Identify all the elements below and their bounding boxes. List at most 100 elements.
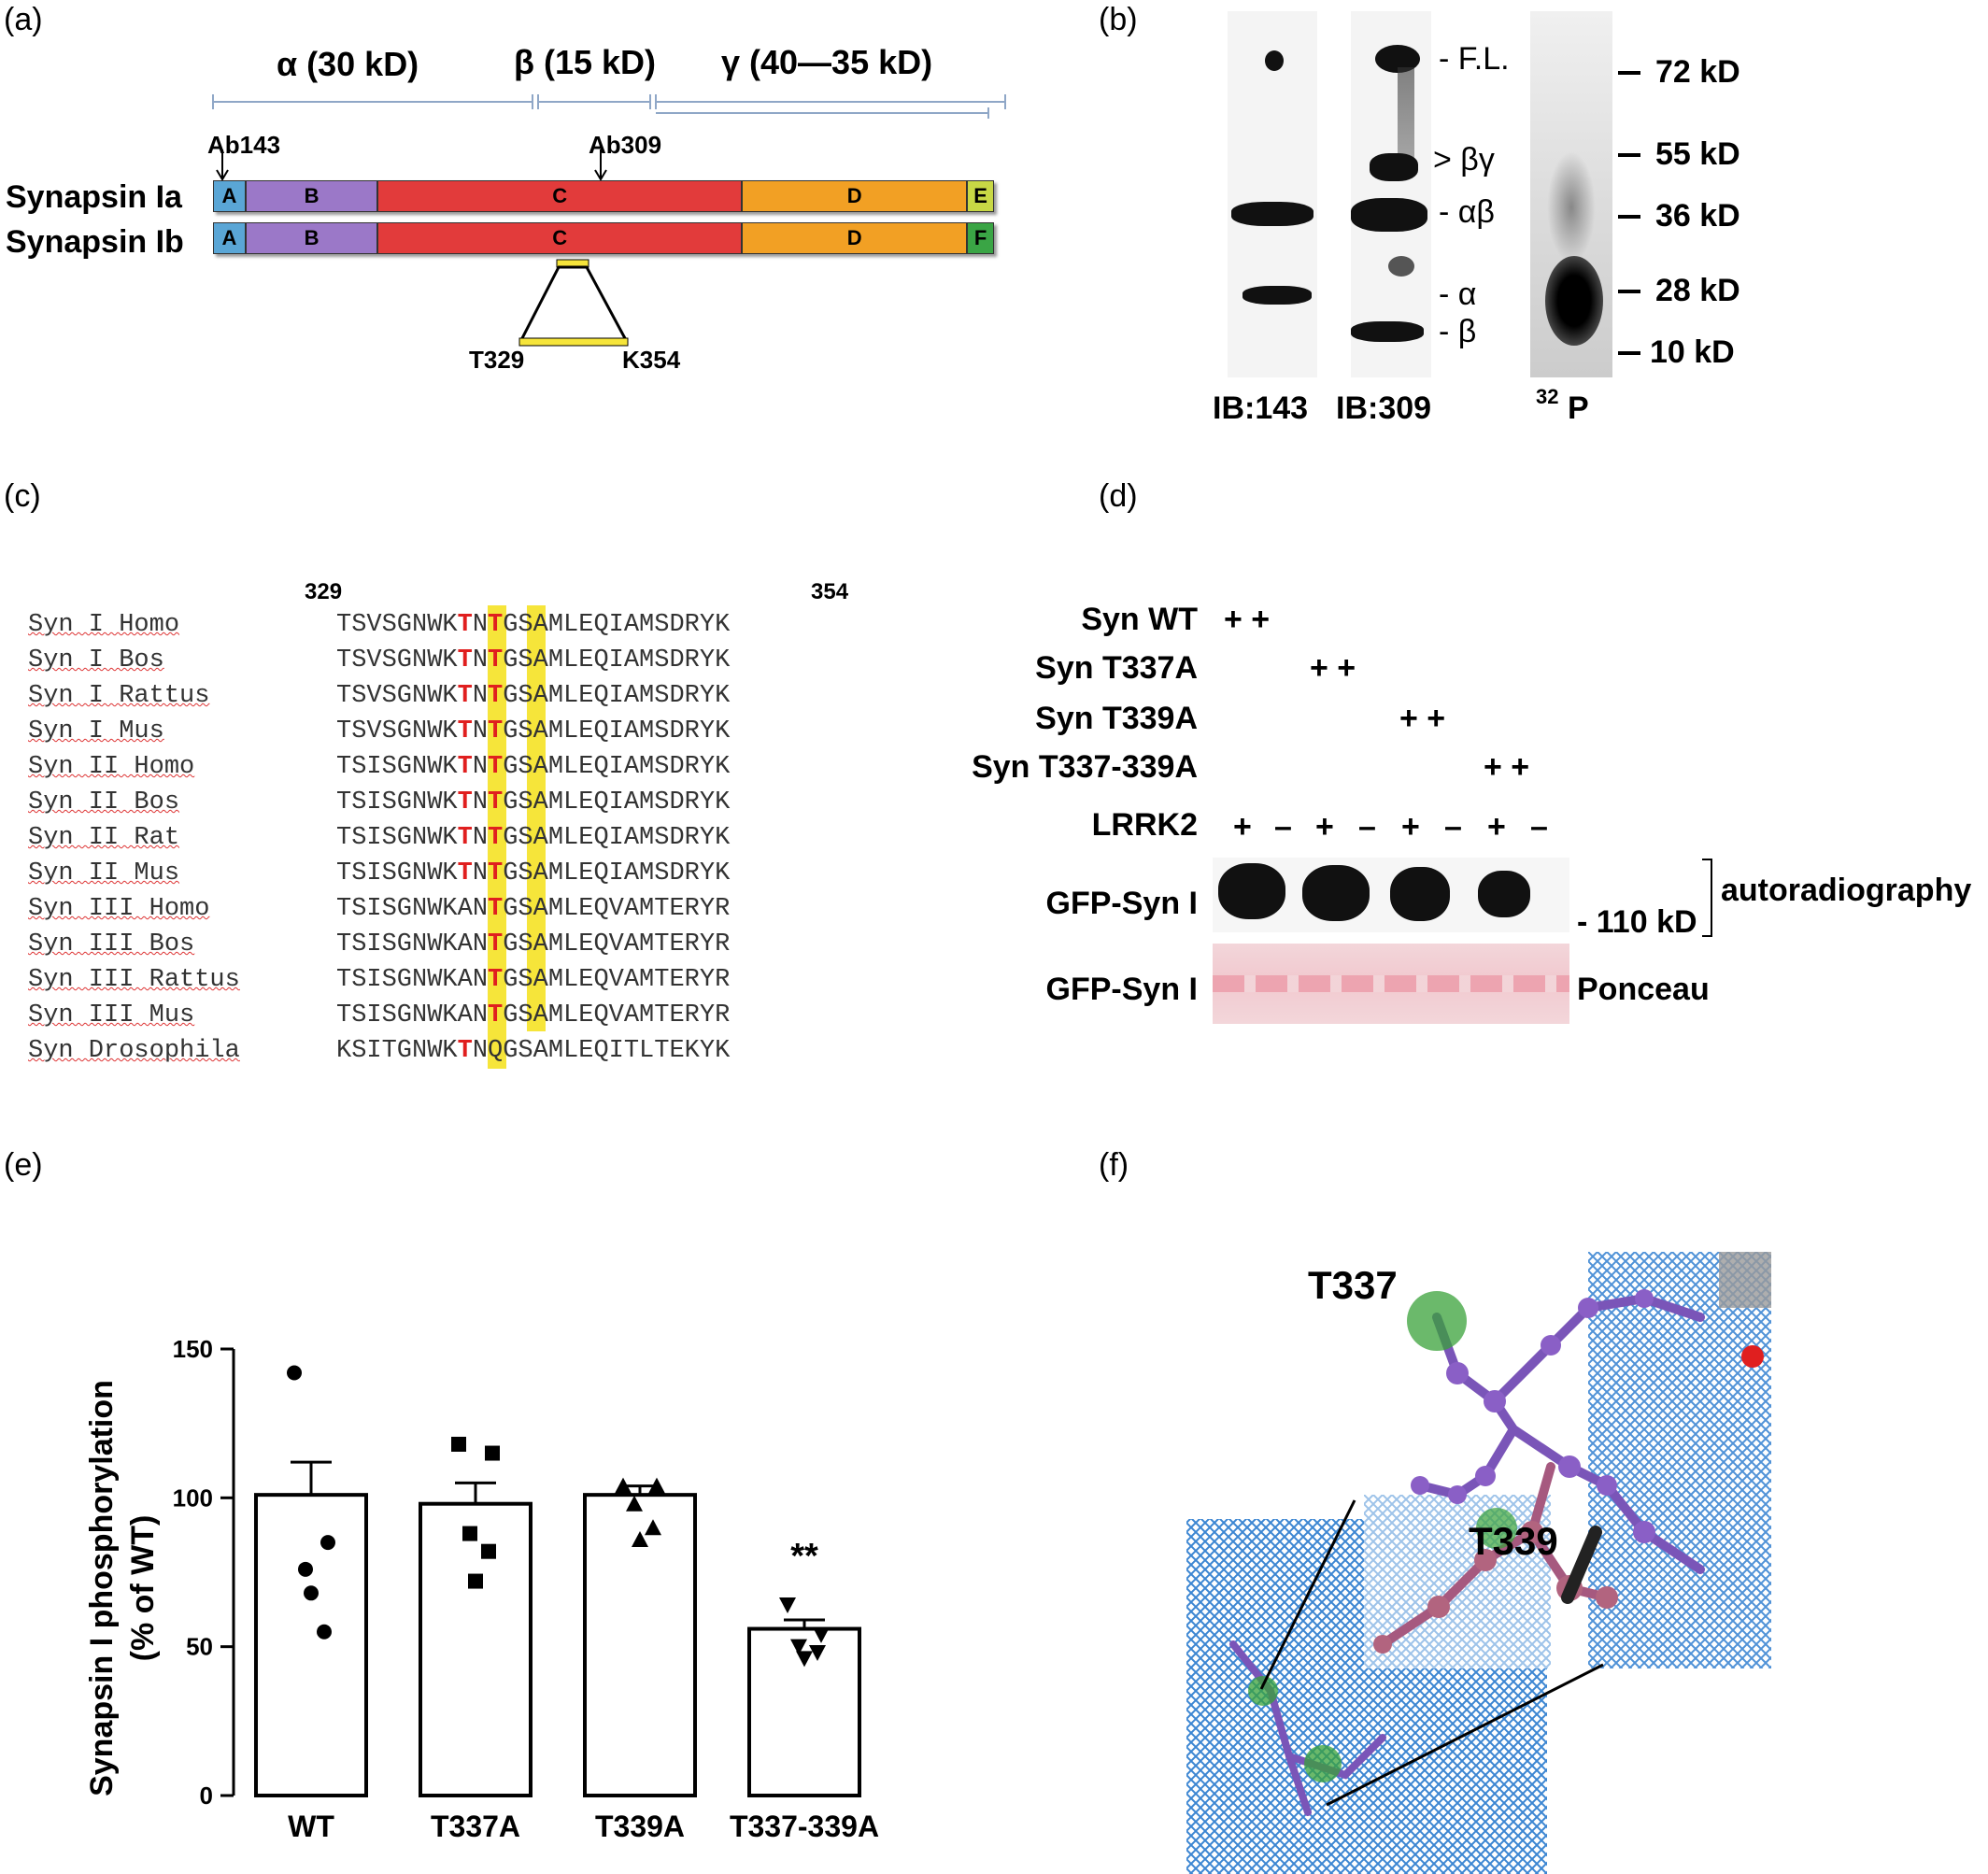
y-tick-label: 50 [186,1633,213,1661]
sequence-suffix: GSAMLEQIAMSDRYK [503,753,731,781]
residue-337: T [457,824,473,852]
alignment-row: Syn Drosophila KSITGNWKTNQGSAMLEQITLTEKYK [28,1037,730,1065]
band-b-309 [1351,321,1424,342]
band-label-ab: - αβ [1439,194,1495,230]
marker-28: 28 kD [1655,273,1740,308]
species-name: Syn III Bos [28,930,195,958]
y-axis-label: Synapsin I phosphorylation [84,1380,120,1796]
domain-a-ib: A [213,222,246,254]
alignment-row: Syn I Mus TSVSGNWKTNTGSAMLEQIAMSDRYK [28,717,730,745]
marker-10: 10 kD [1650,334,1735,370]
marker-72: 72 kD [1655,54,1740,90]
residue-339: T [488,717,504,745]
sequence-prefix: TSISGNWK [336,824,458,852]
band-32p [1545,256,1603,346]
panel-label-a: (a) [4,2,43,37]
residue-337: A [457,966,473,994]
data-point [648,1477,665,1494]
residue-339: T [488,646,504,674]
residue-339: T [488,824,504,852]
sequence-suffix: GSAMLEQITLTEKYK [503,1037,731,1065]
molecular-structure [1186,1252,1771,1874]
domain-d-ib: D [742,222,968,254]
sequence-suffix: GSAMLEQVAMTERYR [503,930,731,958]
marker-55: 55 kD [1655,136,1740,172]
species-name: Syn II Rat [28,824,180,852]
sequence-prefix: TSVSGNWK [336,646,458,674]
blot-32p [1530,11,1612,377]
data-point [632,1530,648,1547]
sequence-suffix: GSAMLEQIAMSDRYK [503,717,731,745]
alignment-row: Syn I Bos TSVSGNWKTNTGSAMLEQIAMSDRYK [28,646,730,674]
sequence-prefix: TSVSGNWK [336,611,458,639]
alignment-row: Syn III Rattus TSISGNWKANTGSAMLEQVAMTERYR [28,966,730,994]
lrrk2-sign-6: – [1444,809,1462,845]
data-point [796,1651,813,1668]
data-point [809,1645,826,1662]
residue-337: T [457,788,473,816]
ab143-label: Ab143 [207,131,281,159]
blot-label-gfp-syn-1: GFP-Syn I [1045,886,1198,921]
sequence-prefix: TSISGNWK [336,788,458,816]
band-a-143 [1242,286,1312,305]
plus-t337-339a: + + [1484,749,1530,785]
species-name: Syn Drosophila [28,1037,240,1065]
residue-337: A [457,1001,473,1029]
residue-337: T [457,859,473,887]
residue-339: T [488,788,504,816]
data-point [317,1624,332,1640]
domain-a-ia: A [213,180,246,212]
residue-339: T [488,682,504,710]
ponceau-blot [1213,944,1569,1024]
y-tick-label: 100 [173,1484,213,1512]
residue-337: T [457,611,473,639]
sequence-suffix: GSAMLEQVAMTERYR [503,966,731,994]
data-point [304,1585,319,1601]
lrrk2-sign-5: + [1401,809,1420,845]
sequence-suffix: GSAMLEQIAMSDRYK [503,611,731,639]
t329-label: T329 [469,346,525,374]
significance-marker: ** [790,1537,818,1576]
sequence-prefix: TSISGNWK [336,930,458,958]
autorad-bracket [1702,859,1712,937]
data-point [485,1445,500,1461]
synapsin-ia-bar: A B C D E [213,180,995,212]
panel-label-c: (c) [4,478,41,514]
domain-b-ib: B [245,222,378,254]
residue-337: A [457,930,473,958]
domain-f-ib: F [967,222,995,254]
residue-338: N [472,824,489,852]
residue-337: T [457,753,473,781]
marker-110: - 110 kD [1577,904,1697,940]
data-point [481,1543,496,1559]
sequence-prefix: TSISGNWK [336,1001,458,1029]
blot-ib309 [1351,11,1431,377]
domain-c-ia: C [377,180,743,212]
row-lrrk2: LRRK2 [1091,807,1198,843]
alignment-row: Syn II Mus TSISGNWKTNTGSAMLEQIAMSDRYK [28,859,730,887]
species-name: Syn I Mus [28,717,164,745]
t339-highlight [1476,1508,1517,1549]
residue-337: T [457,646,473,674]
sequence-suffix: GSAMLEQIAMSDRYK [503,824,731,852]
residue-338: N [472,966,489,994]
residue-338: N [472,753,489,781]
bar [419,1501,532,1797]
domain-d-ia: D [742,180,968,212]
autoradiography-blot [1213,858,1569,932]
alignment-row: Syn II Rat TSISGNWKTNTGSAMLEQIAMSDRYK [28,824,730,852]
row-syn-t337-339a: Syn T337-339A [972,749,1198,785]
residue-338: N [472,788,489,816]
data-point [790,1639,807,1655]
k354-label: K354 [622,346,681,374]
residue-337: A [457,895,473,923]
residue-338: N [472,895,489,923]
data-point [626,1495,643,1512]
species-name: Syn III Mus [28,1001,195,1029]
alignment-row: Syn II Homo TSISGNWKTNTGSAMLEQIAMSDRYK [28,753,730,781]
row-syn-t337a: Syn T337A [1035,650,1198,686]
x-tick-label: T337-339A [730,1810,879,1843]
lane-label-ib143: IB:143 [1213,390,1309,426]
residue-339: T [488,895,504,923]
blot-label-gfp-syn-2: GFP-Syn I [1045,972,1198,1007]
